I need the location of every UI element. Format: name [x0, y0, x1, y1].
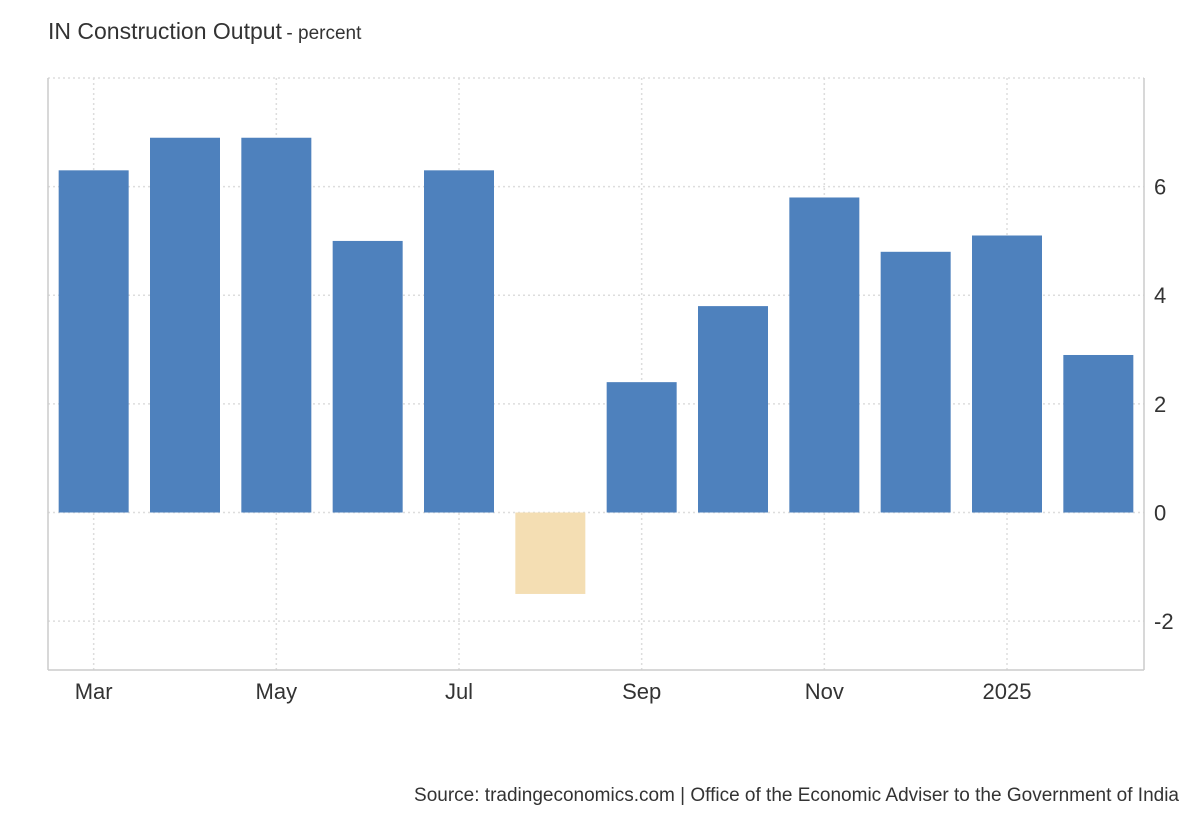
axes: -2 0 2 4 6 Mar May Jul Sep Nov 2025 [47, 78, 1174, 704]
bar-jun [332, 240, 403, 513]
bar-mar [58, 170, 129, 513]
source-note: Source: tradingeconomics.com | Office of… [414, 785, 1179, 806]
chart-title-block: IN Construction Output - percent [48, 18, 361, 45]
y-tick-label: 2 [1154, 392, 1166, 417]
chart-subtitle: - percent [286, 23, 362, 44]
y-tick-label: 4 [1154, 283, 1166, 308]
y-tick-label: -2 [1154, 609, 1174, 634]
chart-title: IN Construction Output [48, 18, 282, 44]
bar-oct [698, 306, 768, 513]
x-tick-label: Nov [805, 679, 844, 704]
x-tick-label: Mar [75, 679, 113, 704]
bar-sep [606, 382, 677, 513]
bars [58, 137, 1134, 594]
bar-nov [789, 197, 860, 513]
y-tick-label: 0 [1154, 500, 1166, 525]
bar-feb [1063, 354, 1134, 513]
x-tick-label: 2025 [983, 679, 1032, 704]
bar-jul [424, 170, 494, 513]
x-tick-label: May [256, 679, 298, 704]
bar-jan [972, 235, 1042, 513]
x-tick-label: Sep [622, 679, 661, 704]
y-tick-label: 6 [1154, 175, 1166, 200]
bar-may [241, 137, 312, 513]
x-tick-label: Jul [445, 679, 473, 704]
bar-aug [515, 512, 586, 594]
bar-apr [150, 137, 220, 513]
bar-dec [880, 251, 951, 513]
